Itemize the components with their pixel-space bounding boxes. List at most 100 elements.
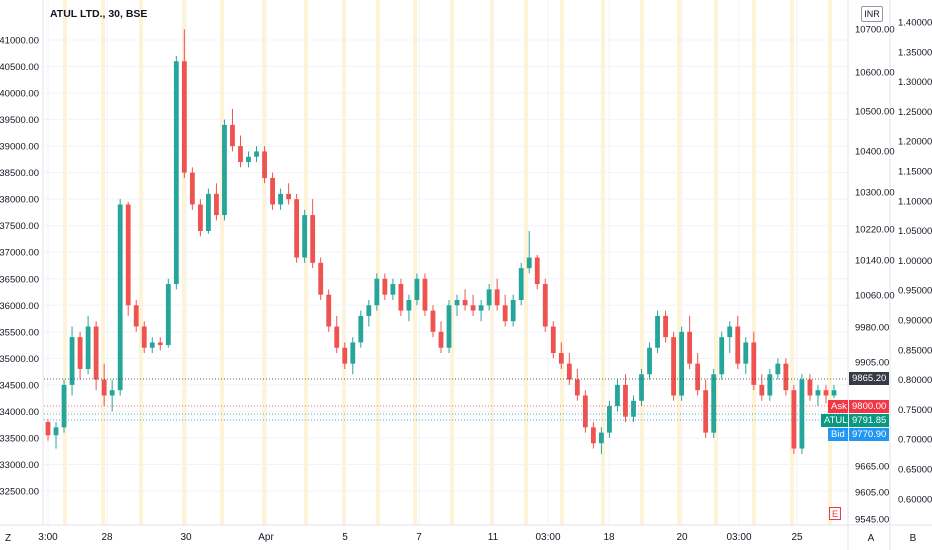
left-axis-tick-label: 40500.00	[0, 62, 39, 73]
candle-body	[615, 384, 620, 407]
candle-body	[462, 299, 468, 306]
x-axis-tick-label: 5	[342, 532, 348, 543]
session-band	[790, 0, 794, 525]
session-band	[524, 0, 528, 525]
candle-body	[831, 390, 837, 396]
far-right-axis-tick-label: 1.40000	[898, 18, 932, 29]
candle-body	[719, 337, 725, 375]
candle-body	[566, 363, 572, 380]
candle-body	[799, 379, 805, 449]
right-axis-tick-label: 9545.00	[855, 515, 889, 526]
candle-body	[278, 193, 283, 205]
candle-body	[189, 172, 195, 205]
candle-body	[775, 363, 781, 375]
left-axis-tick-label: 39500.00	[0, 115, 39, 126]
candle-body	[422, 278, 428, 311]
right-axis-tick-label: 9905.00	[855, 358, 889, 369]
candle-body	[262, 151, 267, 178]
session-band	[828, 0, 832, 525]
candle-body	[438, 331, 444, 348]
far-right-axis-tick-label: 0.80000	[898, 375, 932, 386]
candle-body	[390, 284, 396, 295]
log-scale-button[interactable]: B	[909, 533, 917, 544]
candle-body	[165, 284, 171, 346]
candle-body	[406, 299, 412, 311]
candle-body	[478, 305, 484, 311]
candle-body	[631, 400, 636, 417]
x-axis-tick-label: 20	[676, 532, 688, 543]
candle-body	[85, 326, 91, 369]
bid-tag: Bid	[828, 428, 848, 441]
candle-body	[358, 315, 364, 343]
x-axis-tick-label: Apr	[258, 532, 274, 543]
left-axis-tick-label: 34500.00	[0, 380, 39, 391]
x-axis-tick-label: 25	[791, 532, 803, 543]
left-axis-tick-label: 35500.00	[0, 327, 39, 338]
candle-body	[687, 331, 693, 364]
auto-scale-button[interactable]: A	[867, 533, 875, 544]
candle-body	[149, 342, 155, 348]
x-axis-tick-label: 3:00	[38, 532, 58, 543]
x-axis-tick-label: 03:00	[726, 532, 751, 543]
last-price-value: 9865.20	[852, 373, 887, 384]
far-right-axis-tick-label: 1.30000	[898, 77, 932, 88]
candle-body	[342, 347, 348, 364]
candle-body	[679, 331, 685, 396]
session-band	[101, 0, 105, 525]
candle-body	[398, 284, 404, 311]
left-axis-tick-label: 32500.00	[0, 487, 39, 498]
candle-body	[246, 156, 251, 163]
candle-body	[550, 326, 556, 354]
candle-body	[302, 215, 308, 258]
chart-title: ATUL LTD., 30, BSE	[50, 8, 148, 20]
candle-body	[214, 193, 219, 216]
candle-body	[759, 384, 765, 396]
earnings-marker[interactable]: E	[829, 507, 841, 520]
far-right-axis-tick-label: 0.95000	[898, 286, 932, 297]
candle-body	[206, 193, 211, 232]
candle-body	[446, 305, 452, 348]
zoom-reset-button[interactable]: Z	[4, 533, 12, 544]
candle-body	[117, 204, 123, 391]
candle-body	[366, 305, 372, 316]
price-guides	[44, 378, 848, 421]
session-band	[490, 0, 494, 525]
left-axis-tick-label: 36000.00	[0, 301, 39, 312]
far-right-axis-tick-label: 1.25000	[898, 107, 932, 118]
candle-body	[334, 326, 340, 348]
candle-body	[45, 422, 51, 436]
left-axis-tick-label: 36500.00	[0, 274, 39, 285]
candle-body	[486, 289, 492, 306]
left-axis-tick-label: 35000.00	[0, 354, 39, 365]
far-right-axis-tick-label: 1.00000	[898, 256, 932, 267]
symbol-tag: ATUL	[821, 414, 848, 427]
bid-price-label: 9770.90	[849, 428, 889, 441]
candle-body	[69, 337, 75, 385]
session-band	[262, 0, 266, 525]
currency-badge[interactable]: INR	[861, 6, 883, 22]
candle-body	[222, 124, 227, 216]
candle-body	[101, 379, 107, 396]
x-axis-tick-label: 7	[416, 532, 422, 543]
candle-body	[711, 374, 717, 433]
session-band	[342, 0, 346, 525]
session-band	[640, 0, 644, 525]
candle-body	[783, 363, 789, 391]
candle-body	[230, 124, 235, 147]
session-band	[182, 0, 186, 525]
candle-body	[93, 326, 99, 380]
candle-body	[53, 427, 59, 436]
right-axis-tick-label: 10400.00	[855, 147, 895, 158]
candle-body	[133, 305, 139, 327]
session-band	[752, 0, 756, 525]
ask-tag: Ask	[828, 400, 848, 413]
candle-body	[647, 347, 652, 375]
candle-body	[61, 384, 67, 428]
right-axis-tick-label: 10700.00	[855, 25, 895, 36]
candle-body	[534, 257, 540, 285]
session-bands	[63, 0, 832, 525]
candle-body	[326, 294, 332, 327]
